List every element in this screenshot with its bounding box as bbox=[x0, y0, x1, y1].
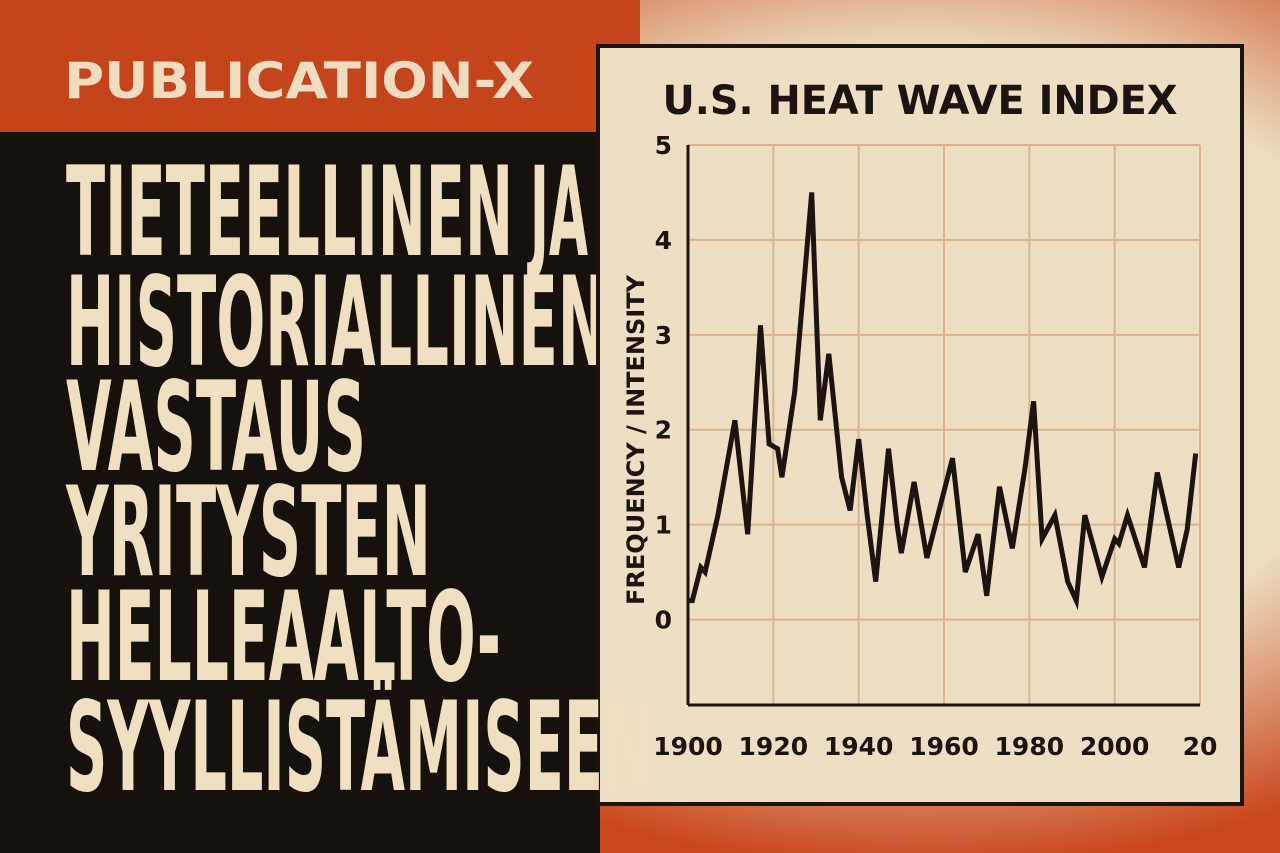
top-band bbox=[0, 0, 640, 132]
chart-panel bbox=[596, 44, 1244, 806]
headline-line: VASTAUS bbox=[66, 356, 366, 500]
headline-line: YRITYSTEN bbox=[65, 461, 431, 605]
y-axis-label: FREQUENCY / INTENSITY bbox=[622, 274, 650, 605]
x-tick-label: 20 bbox=[1183, 732, 1218, 761]
y-tick-label: 5 bbox=[655, 131, 672, 160]
y-tick-label: 4 bbox=[655, 226, 672, 255]
headline-line: HISTORIALLINEN bbox=[66, 251, 606, 395]
dark-panel bbox=[0, 132, 600, 853]
x-tick-label: 1900 bbox=[653, 732, 723, 761]
headline-line: TIETEELLINEN bbox=[66, 141, 513, 285]
x-tick-label: 2000 bbox=[1080, 732, 1150, 761]
chart-title: U.S. HEAT WAVE INDEX bbox=[663, 78, 1178, 124]
headline-line: HELLEAALTO- bbox=[66, 566, 501, 710]
y-tick-label: 3 bbox=[655, 321, 672, 350]
x-tick-label: 1940 bbox=[824, 732, 894, 761]
y-tick-label: 2 bbox=[655, 416, 672, 445]
headline-line: SYYLLISTÄMISEEN bbox=[66, 673, 651, 820]
y-tick-label: 0 bbox=[655, 606, 672, 635]
headline-small-word: JA bbox=[527, 141, 588, 285]
data-line bbox=[688, 192, 1199, 611]
publication: PUBLICATION-X bbox=[64, 52, 534, 110]
y-tick-label: 1 bbox=[655, 511, 672, 540]
x-tick-label: 1980 bbox=[995, 732, 1065, 761]
x-tick-label: 1960 bbox=[909, 732, 979, 761]
x-tick-label: 1920 bbox=[739, 732, 809, 761]
